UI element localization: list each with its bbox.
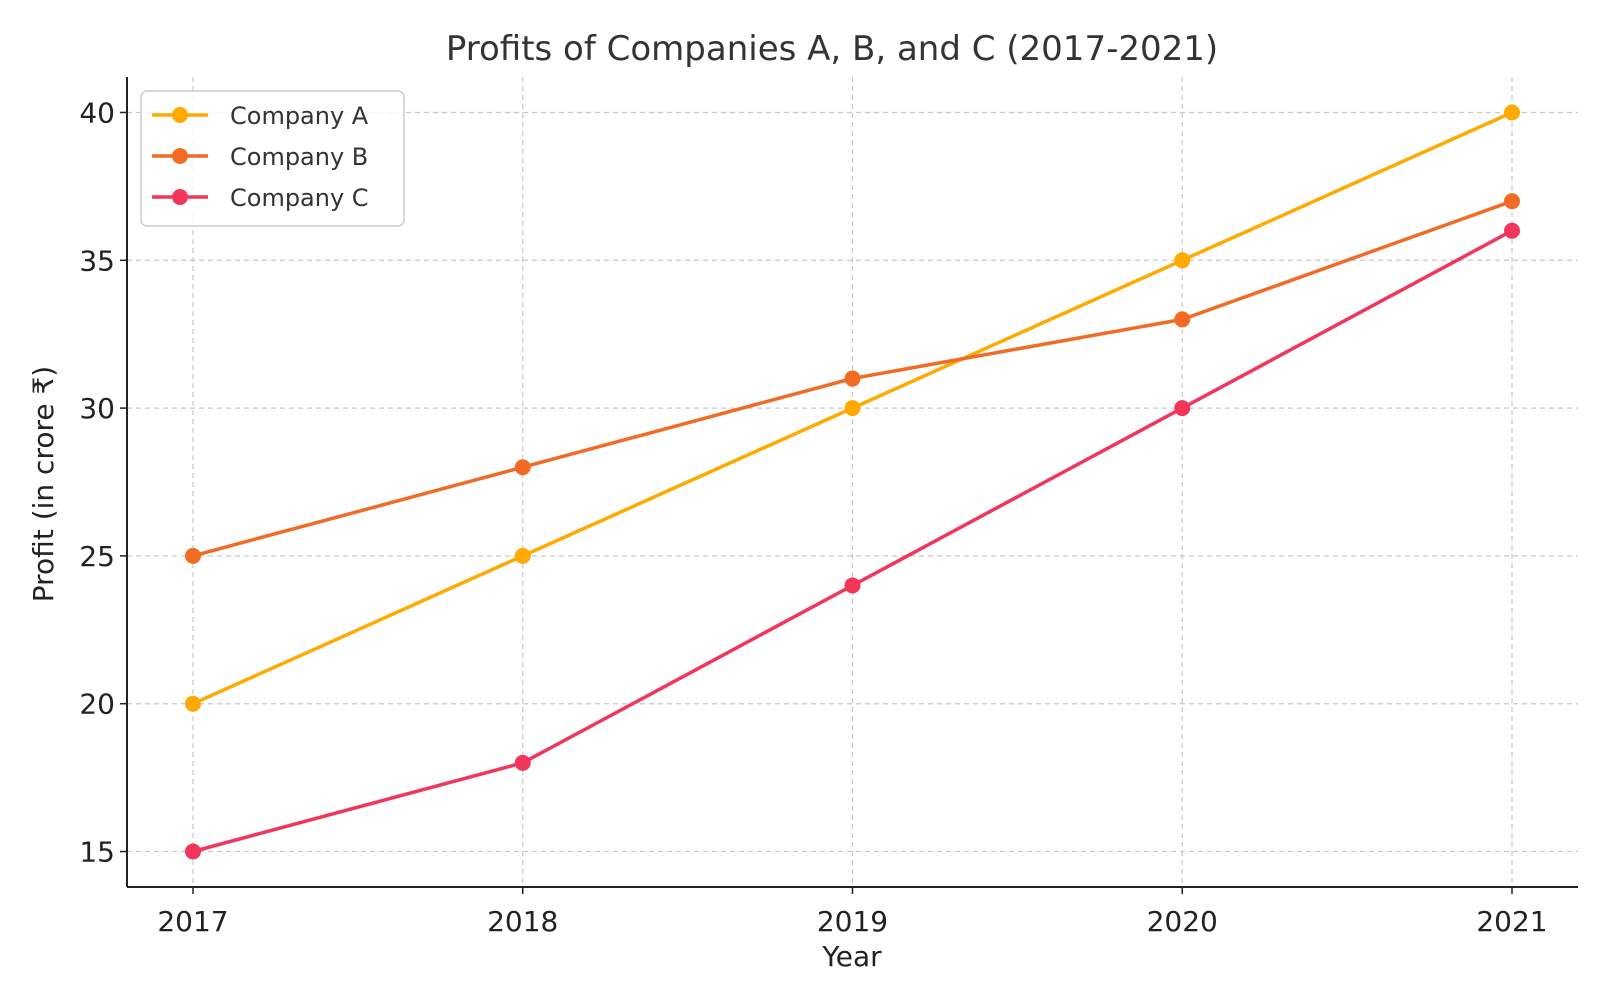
y-tick-label: 35 (79, 244, 115, 277)
series-company-c (185, 222, 1520, 860)
x-tick-label: 2018 (487, 905, 558, 938)
y-tick-label: 40 (79, 96, 115, 129)
y-tick-label: 30 (79, 392, 115, 425)
legend-label: Company C (230, 184, 369, 212)
ticks-layer: 2017 2018 2019 2020 2021 15 20 25 30 35 40 (79, 96, 1547, 938)
series-company-b (185, 193, 1520, 564)
legend-swatch-marker (172, 148, 188, 164)
y-axis-label: Profit (in crore ₹) (27, 366, 60, 602)
legend-swatch-marker (172, 107, 188, 123)
legend-label: Company B (230, 143, 368, 171)
y-tick-label: 25 (79, 540, 115, 573)
data-point (1504, 104, 1520, 121)
data-point (844, 577, 861, 594)
legend-item: Company A (152, 102, 369, 130)
x-tick-label: 2020 (1147, 905, 1218, 938)
data-point (844, 370, 861, 387)
data-point (1174, 400, 1191, 417)
y-tick-label: 15 (79, 836, 115, 869)
data-point (514, 459, 531, 476)
data-point (1504, 193, 1520, 210)
x-tick-label: 2017 (157, 905, 228, 938)
data-point (1174, 311, 1191, 328)
x-tick-label: 2019 (817, 905, 888, 938)
legend-box (140, 90, 405, 227)
data-point (844, 400, 861, 417)
legend-item: Company B (152, 143, 368, 171)
data-point (1174, 252, 1191, 269)
data-point (185, 695, 201, 712)
legend: Company A Company B Company C (140, 90, 405, 227)
data-point (1504, 222, 1520, 239)
legend-swatch-marker (172, 189, 188, 205)
series-company-a (185, 104, 1520, 712)
x-axis-label: Year (821, 940, 882, 973)
legend-item: Company C (152, 184, 369, 212)
legend-label: Company A (230, 102, 369, 130)
data-point (514, 547, 531, 564)
data-point (514, 754, 531, 771)
x-tick-label: 2021 (1476, 905, 1547, 938)
data-point (185, 547, 201, 564)
grid-layer (127, 77, 1578, 887)
y-tick-label: 20 (79, 688, 115, 721)
data-point (185, 843, 201, 860)
series-layer (185, 104, 1520, 860)
chart-title: Profits of Companies A, B, and C (2017-2… (446, 29, 1218, 69)
